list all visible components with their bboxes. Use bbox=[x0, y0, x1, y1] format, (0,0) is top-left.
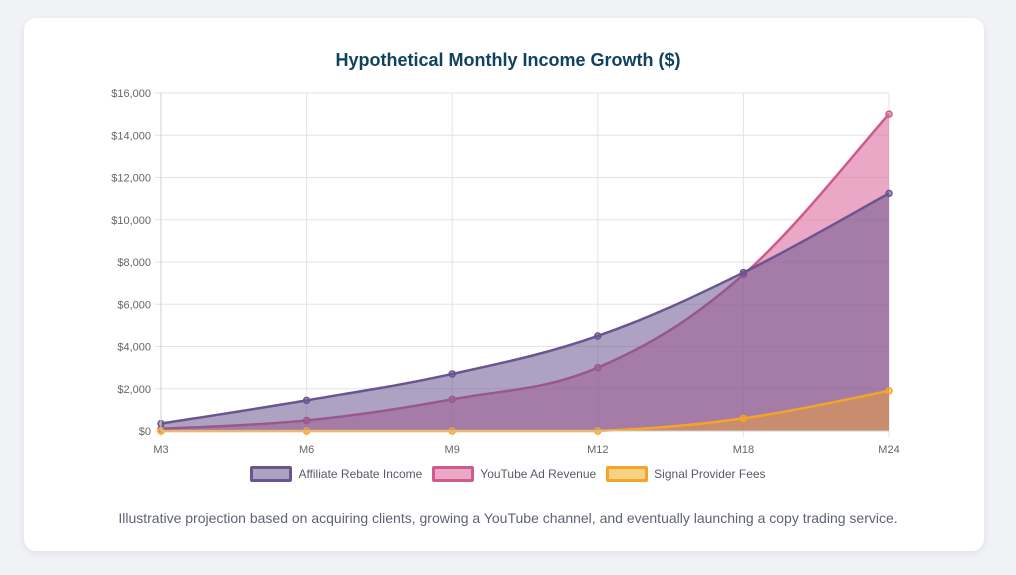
point-affiliate bbox=[594, 332, 602, 340]
point-affiliate bbox=[448, 370, 456, 378]
area-signal bbox=[161, 390, 889, 431]
x-tick-label: M9 bbox=[445, 444, 460, 456]
point-youtube bbox=[885, 110, 893, 118]
point-affiliate bbox=[302, 396, 311, 405]
chart-caption: Illustrative projection based on acquiri… bbox=[118, 510, 898, 526]
line-affiliate bbox=[160, 192, 890, 425]
x-tick-label: M3 bbox=[153, 444, 168, 456]
area-affiliate bbox=[161, 193, 889, 431]
x-tick-label: M6 bbox=[299, 444, 314, 456]
x-tick-label: M18 bbox=[733, 444, 754, 456]
legend-swatch-signal bbox=[606, 466, 649, 482]
legend-swatch-youtube bbox=[432, 466, 475, 482]
legend-item-signal[interactable]: Signal Provider Fees bbox=[606, 466, 766, 482]
chart-title: Hypothetical Monthly Income Growth ($) bbox=[335, 50, 681, 70]
legend-item-affiliate[interactable]: Affiliate Rebate Income bbox=[250, 466, 422, 482]
y-tick-label: $4,000 bbox=[117, 342, 151, 354]
point-affiliate bbox=[739, 268, 748, 277]
x-tick-label: M24 bbox=[878, 444, 899, 456]
legend-item-youtube[interactable]: YouTube Ad Revenue bbox=[432, 466, 596, 482]
y-tick-label: $16,000 bbox=[111, 88, 151, 100]
legend-label-affiliate: Affiliate Rebate Income bbox=[298, 467, 423, 481]
y-tick-label: $2,000 bbox=[117, 384, 151, 396]
y-tick-label: $8,000 bbox=[117, 257, 151, 269]
legend-label-youtube: YouTube Ad Revenue bbox=[480, 467, 597, 481]
y-tick-label: $10,000 bbox=[111, 215, 151, 227]
legend-label-signal: Signal Provider Fees bbox=[654, 467, 766, 481]
y-tick-label: $12,000 bbox=[111, 173, 151, 185]
chart-legend: Affiliate Rebate Income YouTube Ad Reven… bbox=[0, 466, 1016, 482]
point-signal bbox=[885, 387, 893, 395]
x-tick-label: M12 bbox=[587, 444, 608, 456]
point-signal bbox=[739, 414, 748, 423]
y-tick-label: $0 bbox=[139, 426, 151, 438]
y-tick-label: $6,000 bbox=[117, 299, 151, 311]
y-tick-label: $14,000 bbox=[111, 130, 151, 142]
point-affiliate bbox=[885, 189, 893, 198]
legend-swatch-affiliate bbox=[250, 466, 293, 482]
